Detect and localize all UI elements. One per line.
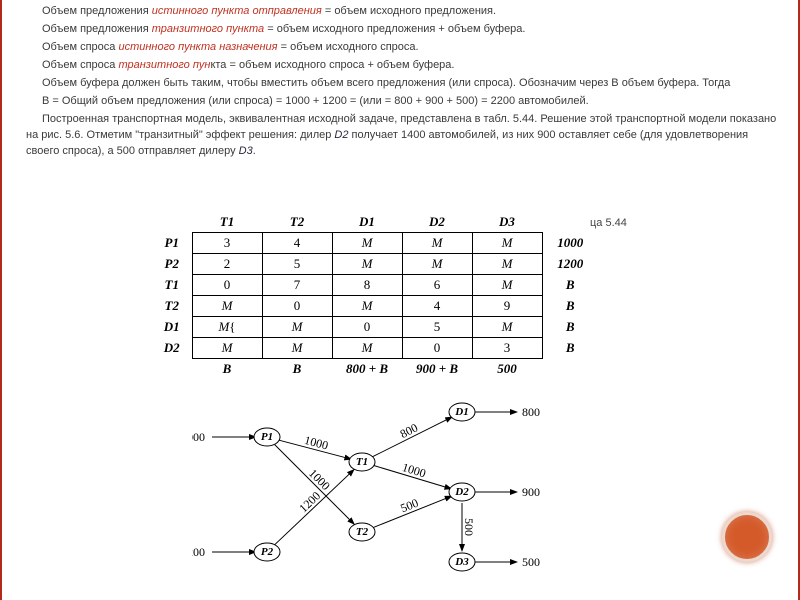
svg-text:D1: D1 <box>454 406 468 418</box>
svg-text:500: 500 <box>462 518 476 536</box>
p3-pre: Объем спроса <box>42 41 118 53</box>
p7-e: . <box>253 145 256 157</box>
table-caption: ца 5.44 <box>590 217 627 229</box>
para-3: Объем спроса истинного пункта назначения… <box>26 40 780 56</box>
svg-text:1200: 1200 <box>192 545 205 559</box>
svg-text:1000: 1000 <box>306 466 333 493</box>
svg-text:T2: T2 <box>356 526 369 538</box>
svg-text:500: 500 <box>522 555 540 569</box>
para-4: Объем спроса транзитного пункта = объем … <box>26 58 780 74</box>
svg-text:D2: D2 <box>454 486 469 498</box>
p2-post: = объем исходного предложения + объем бу… <box>264 23 525 35</box>
svg-text:D3: D3 <box>454 556 469 568</box>
svg-text:P1: P1 <box>261 431 273 443</box>
para-2: Объем предложения транзитного пункта = о… <box>26 22 780 38</box>
decorative-dot-icon <box>722 512 772 562</box>
p3-post: = объем исходного спроса. <box>278 41 419 53</box>
svg-text:T1: T1 <box>356 456 368 468</box>
para-6: B = Общий объем предложения (или спроса)… <box>26 94 780 110</box>
p1-term: истинного пункта отправления <box>152 5 322 17</box>
para-7: Построенная транспортная модель, эквивал… <box>26 112 780 160</box>
svg-text:1000: 1000 <box>192 430 205 444</box>
svg-text:1000: 1000 <box>401 460 428 480</box>
p4-term: транзитного пун <box>118 59 210 71</box>
para-1: Объем предложения истинного пункта отпра… <box>26 4 780 20</box>
transport-table: T1T2D1D2D3P134MMM1000P225MMM1200T10786MB… <box>152 212 592 379</box>
p2-pre: Объем предложения <box>42 23 152 35</box>
text-block: Объем предложения истинного пункта отпра… <box>2 0 798 159</box>
network-diagram: 1000120010001200100080010005005008009005… <box>192 392 572 592</box>
svg-text:500: 500 <box>398 496 420 516</box>
p7-d2: D2 <box>334 129 348 141</box>
p4-post: кта = объем исходного спроса + объем буф… <box>210 59 454 71</box>
p7-d3: D3 <box>239 145 253 157</box>
p4-pre: Объем спроса <box>42 59 118 71</box>
svg-text:P2: P2 <box>261 546 274 558</box>
svg-text:1200: 1200 <box>296 489 323 516</box>
svg-text:900: 900 <box>522 485 540 499</box>
svg-text:800: 800 <box>522 405 540 419</box>
p3-term: истинного пункта назначения <box>118 41 277 53</box>
p1-pre: Объем предложения <box>42 5 152 17</box>
p2-term: транзитного пункта <box>152 23 264 35</box>
svg-text:800: 800 <box>398 420 420 441</box>
svg-text:1000: 1000 <box>303 433 330 453</box>
p1-post: = объем исходного предложения. <box>322 5 496 17</box>
slide: Объем предложения истинного пункта отпра… <box>0 0 800 600</box>
para-5: Объем буфера должен быть таким, чтобы вм… <box>26 76 780 92</box>
